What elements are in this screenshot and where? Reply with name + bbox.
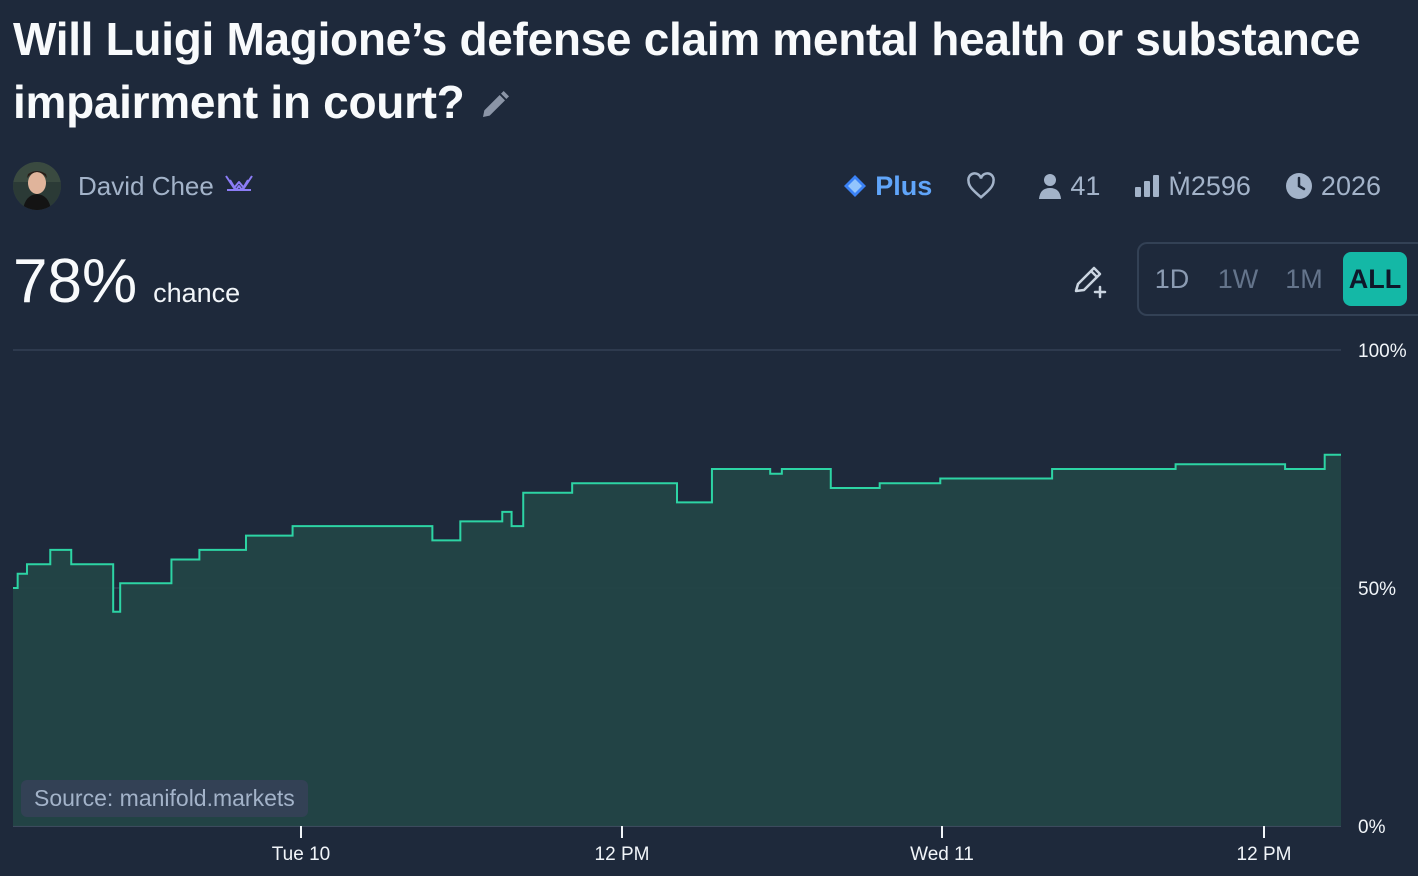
heart-icon <box>967 172 996 199</box>
y-tick-label: 100% <box>1358 341 1407 362</box>
x-tick-label: 12 PM <box>1237 844 1292 865</box>
probability-value: 78% <box>13 247 138 316</box>
range-1w-button[interactable]: 1W <box>1217 264 1259 294</box>
plus-badge[interactable]: Plus <box>843 171 932 202</box>
creator-name[interactable]: David Chee <box>78 170 214 201</box>
diamond-icon <box>844 175 867 197</box>
close-year: 2026 <box>1320 170 1381 201</box>
pencil-plus-icon <box>1074 266 1107 299</box>
avatar[interactable] <box>13 162 61 210</box>
x-tick-label: Wed 11 <box>910 844 974 865</box>
crane-badge-icon <box>224 172 254 201</box>
traders-stat[interactable]: 41 <box>1038 171 1100 202</box>
range-1m-button[interactable]: 1M <box>1285 264 1323 294</box>
market-stats: Plus 41 Ṁ2596 2026 <box>809 166 1381 206</box>
source-label: Source: manifold.markets <box>21 780 308 817</box>
time-range-selector: 1D 1W 1M ALL <box>1137 242 1418 316</box>
user-icon <box>1039 174 1062 199</box>
plus-label: Plus <box>875 170 933 201</box>
market-title-text: Will Luigi Magione’s defense claim menta… <box>13 13 1361 128</box>
bar-chart-icon <box>1135 175 1160 197</box>
x-tick-label: Tue 10 <box>272 844 330 865</box>
clock-icon <box>1285 173 1312 199</box>
x-tick-label: 12 PM <box>595 844 650 865</box>
pencil-icon[interactable] <box>479 74 511 137</box>
add-annotation-button[interactable] <box>1070 263 1110 304</box>
market-title: Will Luigi Magione’s defense claim menta… <box>13 8 1393 137</box>
y-tick-label: 50% <box>1358 579 1396 600</box>
probability-display: 78% chance <box>13 246 240 317</box>
probability-chart[interactable]: 0% 50% 100% Tue 10 12 PM Wed 11 12 PM <box>0 330 1418 876</box>
probability-area <box>13 454 1341 826</box>
like-button[interactable] <box>966 172 1004 200</box>
volume-stat[interactable]: Ṁ2596 <box>1134 171 1251 202</box>
y-tick-label: 0% <box>1358 817 1386 838</box>
volume-value: Ṁ2596 <box>1168 170 1251 201</box>
range-all-button[interactable]: ALL <box>1343 252 1407 306</box>
traders-count: 41 <box>1070 170 1101 201</box>
probability-line <box>13 453 1341 613</box>
creator-row: David Chee <box>13 162 254 210</box>
probability-label: chance <box>153 278 241 308</box>
range-1d-button[interactable]: 1D <box>1154 264 1190 294</box>
close-date-stat[interactable]: 2026 <box>1285 171 1381 202</box>
